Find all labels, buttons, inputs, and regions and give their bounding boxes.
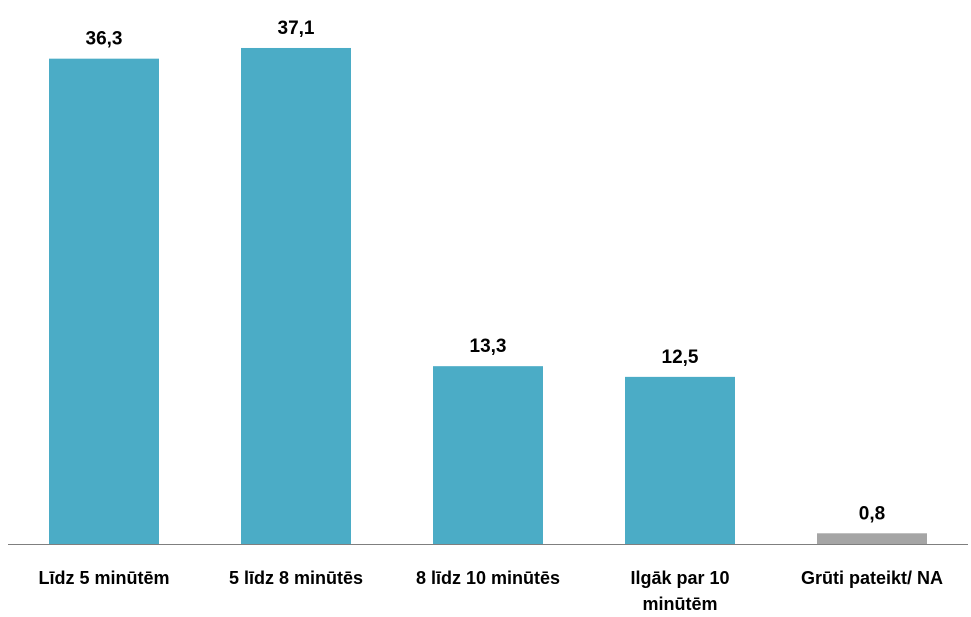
value-labels-group: 36,3 37,1 13,3 12,5 0,8 [86,18,886,524]
category-label-2: 5 līdz 8 minūtēs [229,568,363,588]
data-label-2: 37,1 [278,18,315,39]
bar-3 [433,366,543,544]
category-label-1: Līdz 5 minūtēm [38,568,169,588]
bars-group [49,47,927,545]
bar-5 [817,533,927,544]
data-label-5: 0,8 [859,503,885,524]
bar-4 [625,376,735,544]
data-label-3: 13,3 [470,336,507,357]
category-label-3: 8 līdz 10 minūtēs [416,568,560,588]
bar-1 [49,58,159,544]
bar-2 [241,47,351,545]
category-label-5: Grūti pateikt/ NA [801,568,943,588]
category-label-4-line-2: minūtēm [642,594,717,614]
data-label-4: 12,5 [662,347,699,368]
category-label-4-line-1: Ilgāk par 10 [630,568,729,588]
data-label-1: 36,3 [86,29,123,50]
category-labels-group: Līdz 5 minūtēm 5 līdz 8 minūtēs 8 līdz 10 … [38,568,943,614]
